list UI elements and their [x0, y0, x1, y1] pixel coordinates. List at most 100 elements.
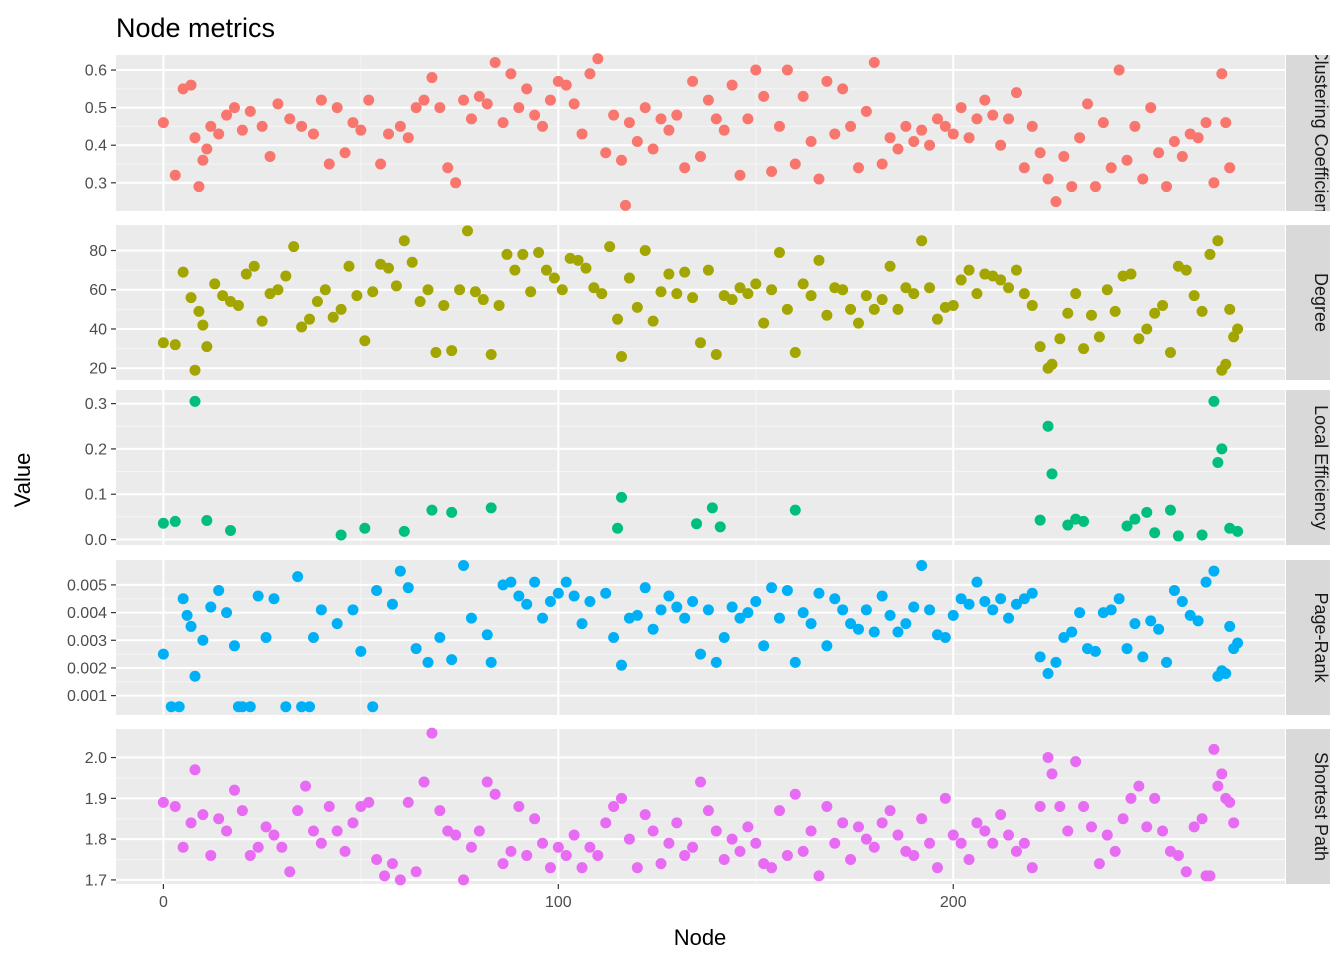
- data-point: [687, 292, 699, 304]
- data-point: [750, 837, 762, 849]
- data-point: [805, 618, 817, 630]
- y-tick-label: 1.7: [85, 872, 107, 889]
- data-point: [236, 124, 248, 136]
- data-point: [1121, 520, 1133, 532]
- y-tick-label: 20: [89, 361, 107, 378]
- data-point: [900, 120, 912, 132]
- data-point: [1010, 264, 1022, 276]
- data-point: [189, 764, 201, 776]
- data-point: [837, 817, 849, 829]
- data-point: [706, 502, 718, 514]
- data-point: [797, 278, 809, 290]
- data-point: [236, 701, 248, 713]
- data-point: [600, 817, 612, 829]
- data-point: [157, 648, 169, 660]
- data-point: [1062, 307, 1074, 319]
- data-point: [177, 841, 189, 853]
- data-point: [1172, 849, 1184, 861]
- data-point: [1066, 181, 1078, 193]
- data-point: [604, 241, 616, 253]
- data-point: [521, 598, 533, 610]
- data-point: [446, 345, 458, 357]
- data-point: [931, 313, 943, 325]
- data-point: [157, 796, 169, 808]
- y-tick-label: 1.9: [85, 791, 107, 808]
- data-point: [335, 529, 347, 541]
- data-point: [296, 120, 308, 132]
- y-tick-label: 0.001: [67, 688, 107, 705]
- facet-strip-label-group: Clustering Coefficient: [1311, 55, 1330, 211]
- data-point: [450, 829, 462, 841]
- data-point: [272, 284, 284, 296]
- data-point: [296, 701, 308, 713]
- data-point: [876, 158, 888, 170]
- y-tick-label: 0.3: [85, 175, 107, 192]
- data-point: [1224, 162, 1236, 174]
- data-point: [169, 339, 181, 351]
- data-point: [1164, 504, 1176, 516]
- data-point: [916, 813, 928, 825]
- data-point: [537, 612, 549, 624]
- data-point: [1042, 173, 1054, 185]
- data-point: [616, 792, 628, 804]
- data-point: [1220, 117, 1232, 129]
- data-point: [481, 776, 493, 788]
- data-point: [1050, 656, 1062, 668]
- data-point: [718, 632, 730, 643]
- data-point: [845, 303, 857, 315]
- data-point: [197, 634, 209, 646]
- data-point: [924, 282, 936, 294]
- data-point: [939, 792, 951, 804]
- data-point: [1046, 358, 1058, 370]
- data-point: [1003, 829, 1015, 841]
- data-point: [1180, 264, 1192, 276]
- data-point: [947, 829, 959, 841]
- data-point: [1149, 307, 1161, 319]
- data-point: [426, 504, 438, 516]
- data-point: [1066, 626, 1078, 638]
- data-point: [343, 260, 355, 272]
- data-point: [375, 158, 387, 170]
- data-point: [631, 862, 643, 874]
- data-point: [1121, 154, 1133, 166]
- data-point: [852, 623, 864, 635]
- data-point: [1042, 420, 1054, 432]
- data-point: [931, 862, 943, 874]
- data-point: [892, 303, 904, 315]
- data-point: [1224, 796, 1236, 808]
- data-point: [663, 268, 675, 280]
- data-point: [718, 124, 730, 136]
- data-point: [477, 294, 489, 306]
- data-point: [900, 618, 912, 630]
- data-point: [1208, 177, 1220, 189]
- data-point: [505, 68, 517, 80]
- data-point: [284, 113, 296, 125]
- data-point: [947, 128, 959, 140]
- data-point: [1180, 866, 1192, 878]
- data-point: [1188, 290, 1200, 302]
- data-point: [280, 701, 292, 713]
- data-point: [1010, 87, 1022, 99]
- data-point: [829, 837, 841, 849]
- data-point: [213, 128, 225, 140]
- y-axis-title: Value: [10, 453, 35, 508]
- data-point: [1113, 64, 1125, 76]
- data-point: [750, 64, 762, 76]
- y-tick-label: 60: [89, 282, 107, 299]
- data-point: [773, 120, 785, 132]
- data-point: [924, 837, 936, 849]
- x-axis: 0 100 200: [159, 884, 967, 911]
- data-point: [544, 862, 556, 874]
- data-point: [228, 640, 240, 652]
- data-point: [1018, 837, 1030, 849]
- data-point: [351, 290, 363, 302]
- data-point: [695, 337, 706, 349]
- data-point: [576, 128, 588, 140]
- data-point: [529, 576, 541, 588]
- data-point: [221, 109, 233, 121]
- data-point: [955, 274, 967, 286]
- data-point: [438, 299, 450, 311]
- data-point: [1164, 347, 1176, 359]
- facet-strip-label-group: Degree: [1311, 273, 1330, 332]
- facet-panel: 0.3 0.4 0.5 0.6 Clustering Coefficient: [85, 53, 1330, 211]
